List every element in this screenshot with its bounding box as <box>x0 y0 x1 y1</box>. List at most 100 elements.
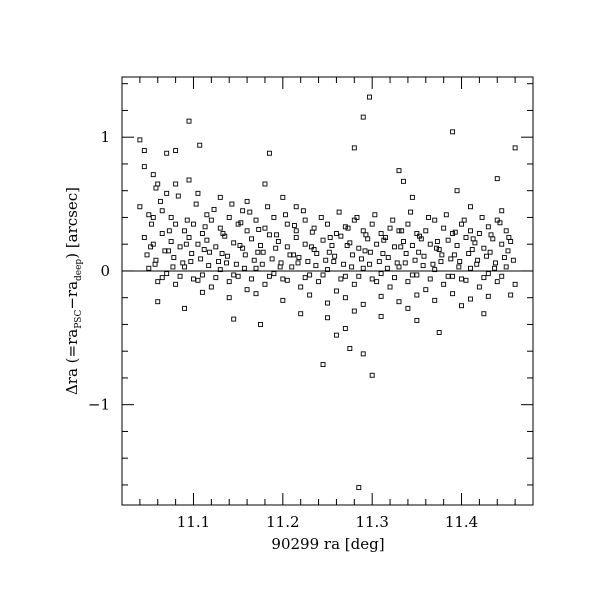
data-point <box>153 185 159 191</box>
data-point <box>213 275 219 281</box>
data-point <box>354 214 360 220</box>
data-point <box>159 208 165 214</box>
data-point <box>400 239 406 244</box>
data-point <box>487 249 493 255</box>
data-point <box>360 351 366 357</box>
y-tick-labels: −1 0 1 <box>88 128 110 414</box>
data-point <box>452 229 458 235</box>
data-point <box>481 245 487 251</box>
data-point <box>479 214 485 220</box>
data-point <box>195 277 201 283</box>
data-point <box>414 272 420 278</box>
data-point <box>501 255 507 261</box>
data-point <box>392 275 397 281</box>
data-point <box>244 228 250 234</box>
data-point <box>226 295 232 301</box>
data-point <box>173 181 179 187</box>
data-point <box>150 241 156 247</box>
data-point <box>372 212 378 218</box>
data-point <box>141 235 147 240</box>
data-point <box>316 279 322 285</box>
data-point <box>323 257 329 263</box>
x-tick-labels: 11.1 11.2 11.3 11.4 <box>177 513 478 531</box>
data-point <box>231 272 237 278</box>
data-point <box>274 232 280 238</box>
data-point <box>157 198 163 204</box>
data-point <box>450 273 456 279</box>
data-point <box>351 145 357 151</box>
data-point <box>329 243 335 248</box>
data-point <box>155 299 161 305</box>
data-point <box>439 252 445 258</box>
data-point <box>434 245 439 251</box>
data-point <box>481 275 487 281</box>
y-axis-label-mid: −ra <box>63 281 81 310</box>
data-point <box>347 240 353 246</box>
data-point <box>342 326 348 331</box>
data-point <box>137 137 143 143</box>
data-point <box>344 243 350 248</box>
data-point <box>456 264 462 270</box>
data-point <box>400 178 406 184</box>
data-point <box>242 252 248 258</box>
data-point <box>505 248 511 254</box>
data-point <box>356 485 362 491</box>
data-point <box>164 271 170 277</box>
data-point <box>378 293 384 299</box>
data-point <box>454 243 460 248</box>
data-point <box>195 241 201 247</box>
data-point <box>448 256 454 262</box>
data-point <box>150 214 156 220</box>
data-point <box>443 212 449 218</box>
data-point <box>327 235 333 240</box>
data-point <box>177 273 183 279</box>
data-point <box>253 217 259 223</box>
data-point <box>469 247 475 252</box>
data-point <box>168 239 174 244</box>
data-point <box>384 265 390 271</box>
data-point <box>325 315 330 321</box>
data-point <box>168 214 174 220</box>
data-point <box>284 244 290 250</box>
data-point <box>338 276 344 282</box>
data-point <box>183 241 189 247</box>
data-point <box>216 259 221 265</box>
data-point <box>144 252 150 258</box>
data-point <box>510 257 516 263</box>
data-point <box>378 313 384 319</box>
data-point <box>398 244 404 250</box>
data-point <box>253 291 259 297</box>
data-point <box>427 241 433 247</box>
data-point <box>226 214 232 220</box>
data-point <box>345 225 351 231</box>
data-point <box>490 236 496 242</box>
data-point <box>416 249 422 255</box>
data-point <box>325 221 330 227</box>
data-point <box>307 292 313 298</box>
data-point <box>468 228 473 234</box>
data-point <box>463 235 469 240</box>
data-point <box>423 287 429 293</box>
data-point <box>351 308 357 314</box>
y-axis-label-sub-psc: PSC <box>74 310 84 329</box>
data-point <box>333 332 339 338</box>
data-point <box>224 260 229 266</box>
data-point <box>302 275 308 281</box>
data-point <box>311 247 317 252</box>
data-point <box>374 241 380 247</box>
data-point <box>360 301 366 307</box>
data-point <box>149 221 154 227</box>
data-point <box>204 212 210 218</box>
data-point <box>265 204 271 210</box>
data-point <box>494 176 500 182</box>
data-point <box>186 235 192 240</box>
data-point <box>336 209 342 215</box>
data-point <box>485 293 491 299</box>
data-point <box>387 225 393 231</box>
data-point <box>313 263 319 269</box>
data-point <box>217 194 223 200</box>
data-point <box>295 260 301 266</box>
data-point <box>470 236 476 242</box>
data-point <box>217 225 223 231</box>
